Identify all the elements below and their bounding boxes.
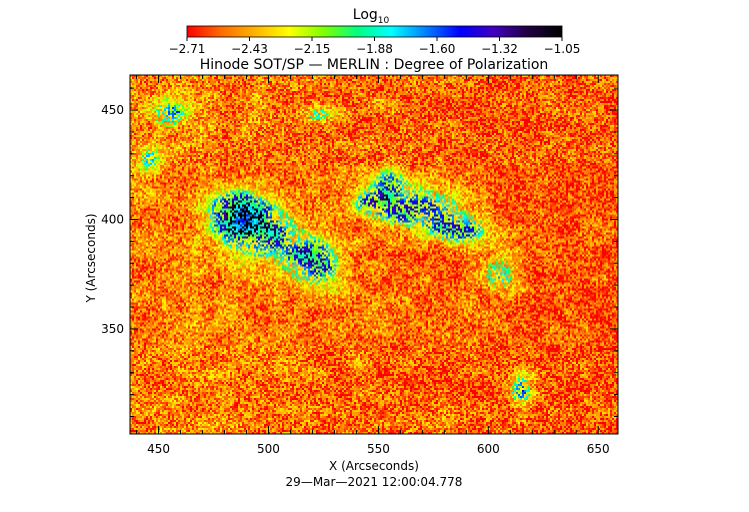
y-tick-label: 350 — [101, 322, 124, 336]
y-axis-label: Y (Arcseconds) — [84, 213, 98, 303]
x-tick-label: 550 — [367, 442, 390, 456]
colorbar-ticks: −2.71 −2.43 −2.15 −1.88 −1.60 −1.32 −1.05 — [169, 37, 581, 56]
colorbar — [186, 25, 563, 38]
colorbar-tick-label: −1.88 — [356, 42, 393, 56]
plot-frame — [129, 74, 619, 435]
y-tick-label: 400 — [101, 212, 124, 226]
x-tick-label: 500 — [257, 442, 280, 456]
timestamp: 29—Mar—2021 12:00:04.778 — [286, 475, 463, 489]
colorbar-tick-label: −2.15 — [294, 42, 331, 56]
colorbar-tick-label: −1.32 — [481, 42, 518, 56]
x-tick-label: 600 — [477, 442, 500, 456]
chart-title: Hinode SOT/SP — MERLIN : Degree of Polar… — [200, 57, 549, 73]
x-tick-label: 650 — [587, 442, 610, 456]
colorbar-label: Log10 — [353, 7, 390, 26]
colorbar-tick-label: −2.43 — [231, 42, 268, 56]
colorbar-label-base: Log — [353, 7, 378, 23]
axis-ticks: 450 500 550 600 650 350 400 450 — [101, 75, 618, 456]
y-tick-label: 450 — [101, 103, 124, 117]
x-tick-label: 450 — [147, 442, 170, 456]
polarization-heatmap — [130, 75, 618, 434]
colorbar-tick-label: −1.60 — [419, 42, 456, 56]
colorbar-label-sub: 10 — [378, 16, 390, 26]
colorbar-tick-label: −1.05 — [544, 42, 581, 56]
colorbar-tick-label: −2.71 — [169, 42, 206, 56]
x-axis-label: X (Arcseconds) — [329, 459, 419, 473]
